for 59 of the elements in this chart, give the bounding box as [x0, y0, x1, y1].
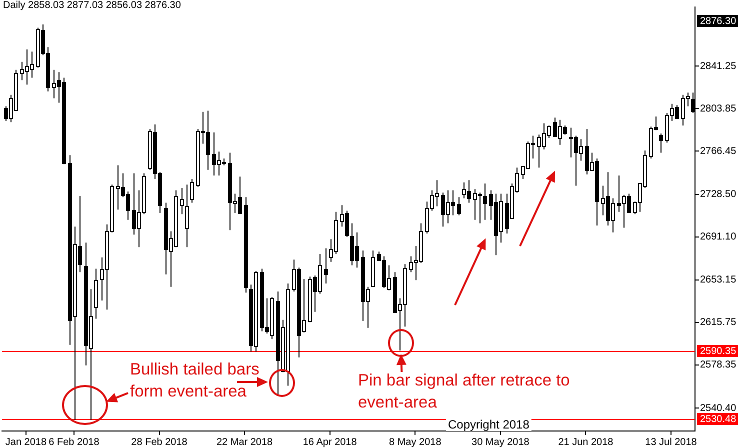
- ref-line-label: 2530.48: [700, 414, 737, 425]
- x-tick-label: 8 May 2018: [389, 436, 442, 448]
- annotation: Copyright 2018: [448, 417, 530, 432]
- x-tick-label: Jan 2018: [5, 436, 47, 448]
- candlestick: [94, 268, 98, 320]
- y-tick-label: 2728.50: [700, 189, 737, 200]
- candlestick: [473, 188, 477, 220]
- candlestick: [52, 69, 56, 99]
- candlestick: [387, 264, 391, 290]
- candlestick: [217, 151, 221, 176]
- candlestick: [318, 253, 322, 294]
- candlestick: [499, 193, 503, 244]
- y-tick-label: 2803.85: [700, 103, 737, 114]
- candlestick: [36, 27, 40, 67]
- candlestick: [622, 194, 626, 228]
- candlestick: [292, 259, 296, 292]
- candlestick: [180, 188, 184, 215]
- candlestick: [590, 152, 594, 171]
- chart-title: Daily 2858.03 2877.03 2856.03 2876.30: [3, 0, 182, 11]
- candlestick: [116, 164, 120, 210]
- candlestick: [270, 296, 274, 340]
- annotation: Pin bar signal after retrace to event-area: [358, 372, 570, 412]
- ref-line-label: 2590.35: [700, 346, 737, 357]
- candlestick: [185, 184, 189, 248]
- candlestick: [579, 138, 583, 162]
- y-tick-label: 2841.25: [700, 60, 737, 72]
- candlestick: [462, 182, 466, 199]
- annotation: Bullish tailed bars form event-area: [130, 360, 260, 401]
- x-tick-label: 28 Feb 2018: [131, 436, 188, 448]
- candlestick: [233, 193, 237, 214]
- candlestick: [601, 185, 605, 216]
- candlestick: [254, 270, 258, 352]
- x-tick-label: 22 Mar 2018: [216, 436, 274, 448]
- y-tick-label: 2653.15: [700, 274, 737, 286]
- candlestick: [89, 288, 93, 420]
- y-tick-label: 2766.45: [700, 146, 737, 157]
- candlestick: [148, 128, 152, 170]
- candlestick: [611, 198, 615, 233]
- y-tick-label: 2691.10: [700, 232, 737, 243]
- candlestick: [446, 190, 450, 224]
- candlestick: [340, 204, 344, 228]
- y-tick-label: 2540.40: [700, 402, 737, 414]
- candlestick: [649, 126, 653, 159]
- y-tick-label: 2578.35: [700, 360, 737, 371]
- candlestick: [190, 178, 194, 204]
- candlestick: [308, 276, 312, 322]
- candlestick: [73, 226, 77, 420]
- candlestick: [366, 286, 370, 328]
- candlestick: [371, 250, 375, 287]
- candlestick: [302, 278, 306, 332]
- x-tick-label: 13 Jul 2018: [645, 436, 698, 448]
- text: 2876.30: [700, 16, 737, 27]
- x-tick-label: 16 Apr 2018: [302, 436, 358, 448]
- candlestick: [196, 128, 200, 188]
- candlestick: [558, 119, 562, 146]
- y-tick-label: 2615.75: [700, 317, 737, 328]
- x-tick-label: 6 Feb 2018: [48, 436, 100, 448]
- x-tick-label: 21 Jun 2018: [558, 436, 614, 448]
- x-tick-label: 30 May 2018: [472, 436, 530, 448]
